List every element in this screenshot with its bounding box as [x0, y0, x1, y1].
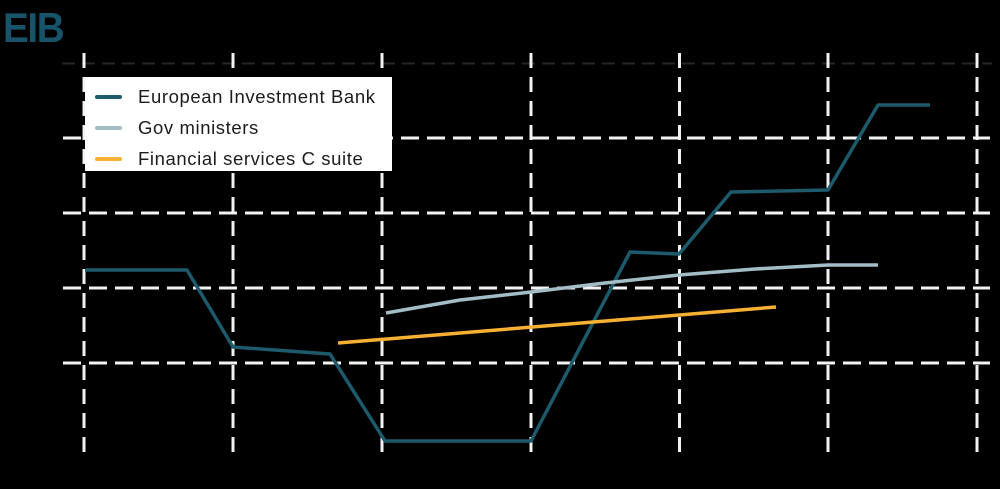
legend-label: European Investment Bank [138, 85, 376, 107]
legend-label: Financial services C suite [138, 147, 364, 169]
series-line [337, 305, 777, 345]
series-line [85, 103, 930, 443]
legend-swatch-gov-ministers [95, 125, 122, 130]
legend-item: Financial services C suite [85, 143, 392, 174]
legend-swatch-financial-services-c-suite [95, 156, 122, 161]
legend: European Investment Bank Gov ministers F… [85, 77, 392, 171]
series-line [385, 263, 878, 315]
eib-logo: EIB [3, 4, 65, 51]
legend-item: European Investment Bank [85, 81, 392, 112]
legend-swatch-european-investment-bank [95, 94, 122, 99]
legend-item: Gov ministers [85, 112, 392, 143]
legend-label: Gov ministers [138, 116, 259, 138]
